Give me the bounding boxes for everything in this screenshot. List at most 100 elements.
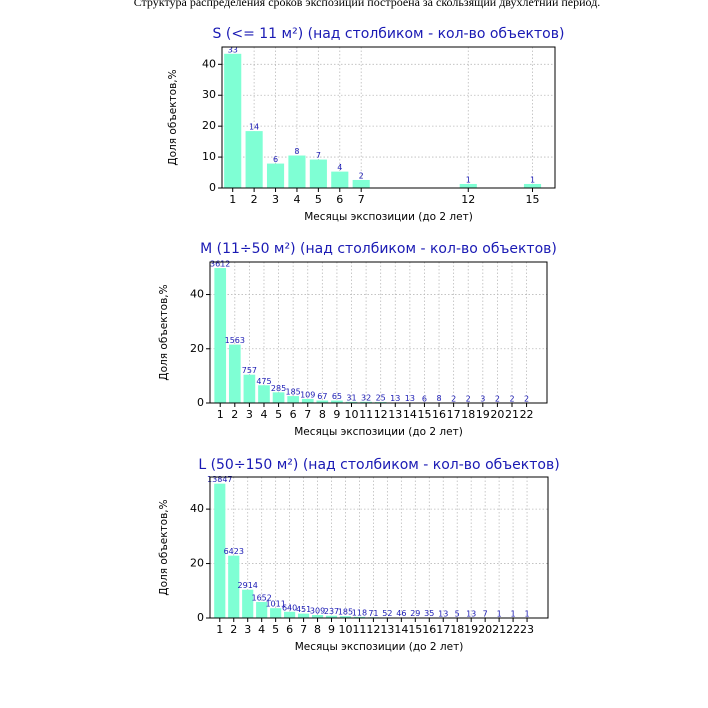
x-axis-label: Месяцы экспозиции (до 2 лет) [304, 211, 473, 223]
x-tick-label: 22 [520, 408, 534, 421]
count-label: 640 [282, 603, 297, 612]
bar [309, 159, 327, 188]
count-label: 1 [466, 175, 471, 184]
count-label: 757 [242, 366, 257, 375]
x-tick-label: 20 [478, 623, 492, 636]
x-tick-label: 11 [359, 408, 373, 421]
chart-title: L (50÷150 м²) (над столбиком - кол-во об… [198, 457, 559, 473]
x-tick-label: 8 [314, 623, 321, 636]
x-tick-label: 20 [490, 408, 504, 421]
x-tick-label: 18 [450, 623, 464, 636]
x-tick-label: 4 [258, 623, 265, 636]
count-label: 6 [273, 155, 278, 164]
count-label: 2 [524, 394, 529, 403]
bar [243, 374, 256, 403]
count-label: 31 [346, 393, 356, 402]
count-label: 52 [382, 609, 392, 618]
x-tick-label: 5 [275, 408, 282, 421]
chart-title: S (<= 11 м²) (над столбиком - кол-во объ… [213, 26, 565, 42]
x-tick-label: 15 [526, 193, 540, 206]
count-label: 35 [424, 609, 434, 618]
y-tick-label: 30 [202, 88, 216, 101]
x-tick-label: 5 [315, 193, 322, 206]
bar [325, 615, 338, 618]
bar [301, 398, 314, 403]
count-label: 7 [316, 151, 321, 160]
count-label: 285 [271, 384, 286, 393]
count-label: 1 [511, 609, 516, 618]
x-tick-label: 7 [304, 408, 311, 421]
count-label: 309 [310, 607, 325, 616]
bar [256, 601, 268, 618]
bar [352, 179, 370, 188]
x-tick-label: 23 [520, 623, 534, 636]
x-tick-label: 12 [461, 193, 475, 206]
x-tick-label: 1 [216, 623, 223, 636]
count-label: 29 [410, 609, 420, 618]
count-label: 8 [436, 394, 441, 403]
x-tick-label: 19 [476, 408, 490, 421]
bar [228, 344, 241, 403]
y-tick-label: 40 [202, 57, 216, 70]
count-label: 1 [525, 609, 530, 618]
x-tick-label: 13 [380, 623, 394, 636]
count-label: 4 [337, 163, 342, 172]
count-label: 475 [256, 377, 271, 386]
count-label: 33 [228, 45, 238, 54]
bar [287, 396, 299, 403]
bar [270, 608, 282, 618]
y-tick-label: 20 [202, 119, 216, 132]
axes-frame [221, 46, 556, 189]
header-text: Структура распределения сроков экспозици… [134, 0, 601, 9]
x-tick-label: 3 [272, 193, 279, 206]
x-tick-label: 2 [230, 623, 237, 636]
count-label: 65 [332, 392, 342, 401]
count-label: 1652 [251, 593, 271, 602]
x-tick-label: 15 [417, 408, 431, 421]
bar [214, 268, 227, 403]
x-tick-label: 9 [333, 408, 340, 421]
bar [331, 400, 343, 403]
bar [459, 183, 477, 188]
x-tick-label: 5 [272, 623, 279, 636]
x-tick-label: 2 [251, 193, 258, 206]
x-tick-label: 6 [286, 623, 293, 636]
bar [228, 555, 240, 618]
y-axis-label: Доля объектов,% [158, 499, 170, 595]
bar [245, 131, 263, 188]
y-tick-label: 10 [202, 150, 216, 163]
x-tick-label: 4 [260, 408, 267, 421]
x-tick-label: 16 [432, 408, 446, 421]
x-tick-label: 11 [352, 623, 366, 636]
count-label: 13 [466, 609, 476, 618]
count-label: 1 [530, 175, 535, 184]
count-label: 46 [396, 609, 406, 618]
x-tick-label: 22 [506, 623, 520, 636]
bar [339, 616, 352, 618]
bar [288, 155, 306, 188]
x-tick-label: 14 [394, 623, 408, 636]
x-tick-label: 6 [290, 408, 297, 421]
y-tick-label: 0 [197, 611, 204, 624]
count-label: 8 [294, 147, 299, 156]
bar [272, 392, 285, 403]
x-tick-label: 17 [447, 408, 461, 421]
y-tick-label: 0 [209, 181, 216, 194]
count-label: 13847 [207, 475, 232, 484]
x-tick-label: 9 [328, 623, 335, 636]
bar [360, 401, 372, 403]
x-tick-label: 1 [229, 193, 236, 206]
bar [297, 613, 310, 618]
axes-frame [209, 476, 549, 619]
count-label: 118 [352, 608, 367, 617]
y-tick-label: 40 [190, 502, 204, 515]
x-tick-label: 3 [246, 408, 253, 421]
count-label: 1 [497, 609, 502, 618]
bar [224, 53, 242, 189]
count-label: 14 [249, 123, 259, 132]
x-tick-label: 7 [300, 623, 307, 636]
count-label: 2914 [238, 581, 258, 590]
count-label: 109 [300, 390, 315, 399]
x-tick-label: 15 [408, 623, 422, 636]
